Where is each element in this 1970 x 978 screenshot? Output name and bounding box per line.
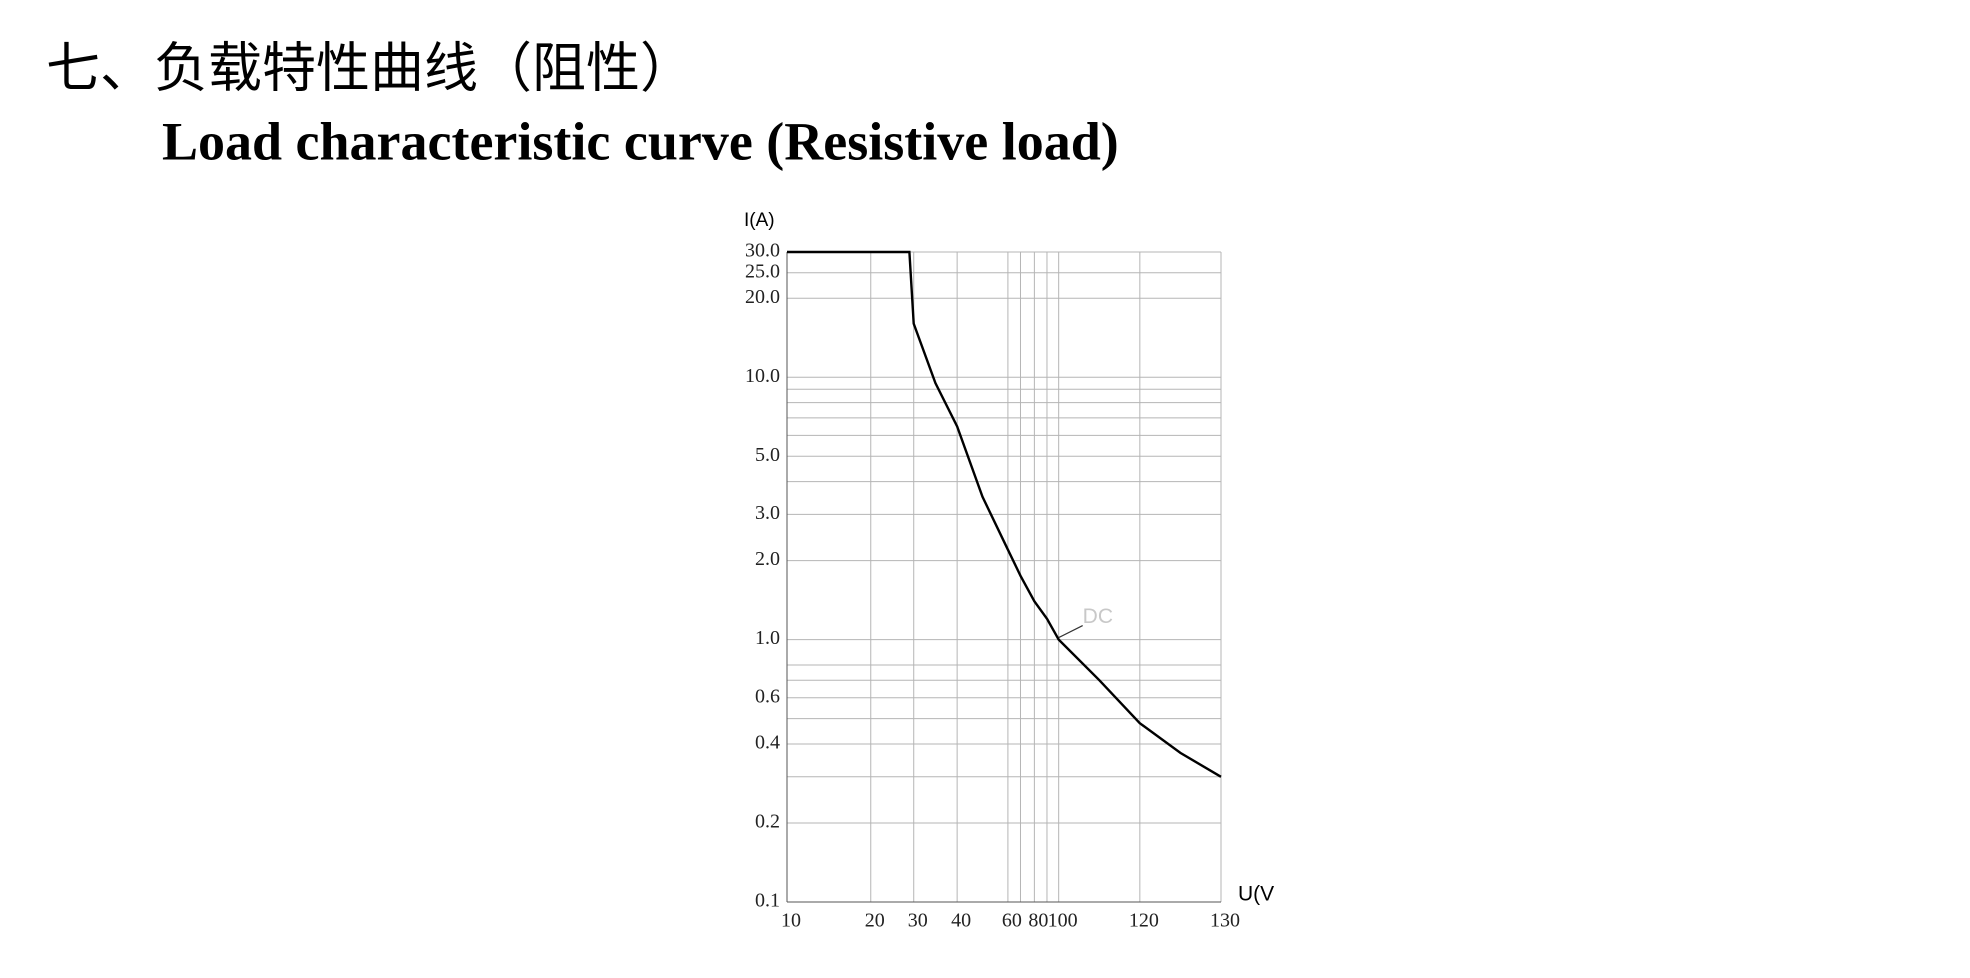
x-tick-label: 10 bbox=[781, 910, 801, 932]
y-tick-label: 0.6 bbox=[755, 685, 780, 707]
title-en: Load characteristic curve (Resistive loa… bbox=[162, 111, 1119, 171]
x-tick-label: 80 bbox=[1028, 910, 1048, 932]
leader-line bbox=[1058, 625, 1083, 639]
series-label: DC bbox=[1083, 605, 1113, 628]
y-tick-label: 2.0 bbox=[755, 548, 780, 570]
y-tick-label: 0.1 bbox=[755, 890, 780, 912]
x-tick-label: 100 bbox=[1048, 910, 1078, 932]
curve bbox=[787, 250, 1222, 778]
y-tick-label: 10.0 bbox=[745, 365, 780, 387]
y-tick-label: 30.0 bbox=[745, 240, 780, 262]
y-tick-label: 1.0 bbox=[755, 627, 780, 649]
y-axis-label: I(A) bbox=[744, 210, 775, 231]
y-tick-label: 5.0 bbox=[755, 444, 780, 466]
y-tick-label: 20.0 bbox=[745, 286, 780, 308]
y-tick-label: 0.2 bbox=[755, 811, 780, 833]
title-cn: 七、负载特性曲线（阻性） bbox=[46, 37, 694, 100]
x-tick-label: 30 bbox=[908, 910, 928, 932]
x-tick-label: 20 bbox=[865, 910, 885, 932]
x-tick-label: 120 bbox=[1129, 910, 1159, 932]
x-tick-label: 60 bbox=[1002, 910, 1022, 932]
x-tick-label: 130 bbox=[1210, 910, 1240, 932]
x-tick-label: 40 bbox=[951, 910, 971, 932]
x-axis-label: U(V bbox=[1238, 883, 1274, 906]
y-tick-label: 25.0 bbox=[745, 260, 780, 282]
y-tick-label: 0.4 bbox=[755, 732, 780, 754]
y-tick-label: 3.0 bbox=[755, 502, 780, 524]
